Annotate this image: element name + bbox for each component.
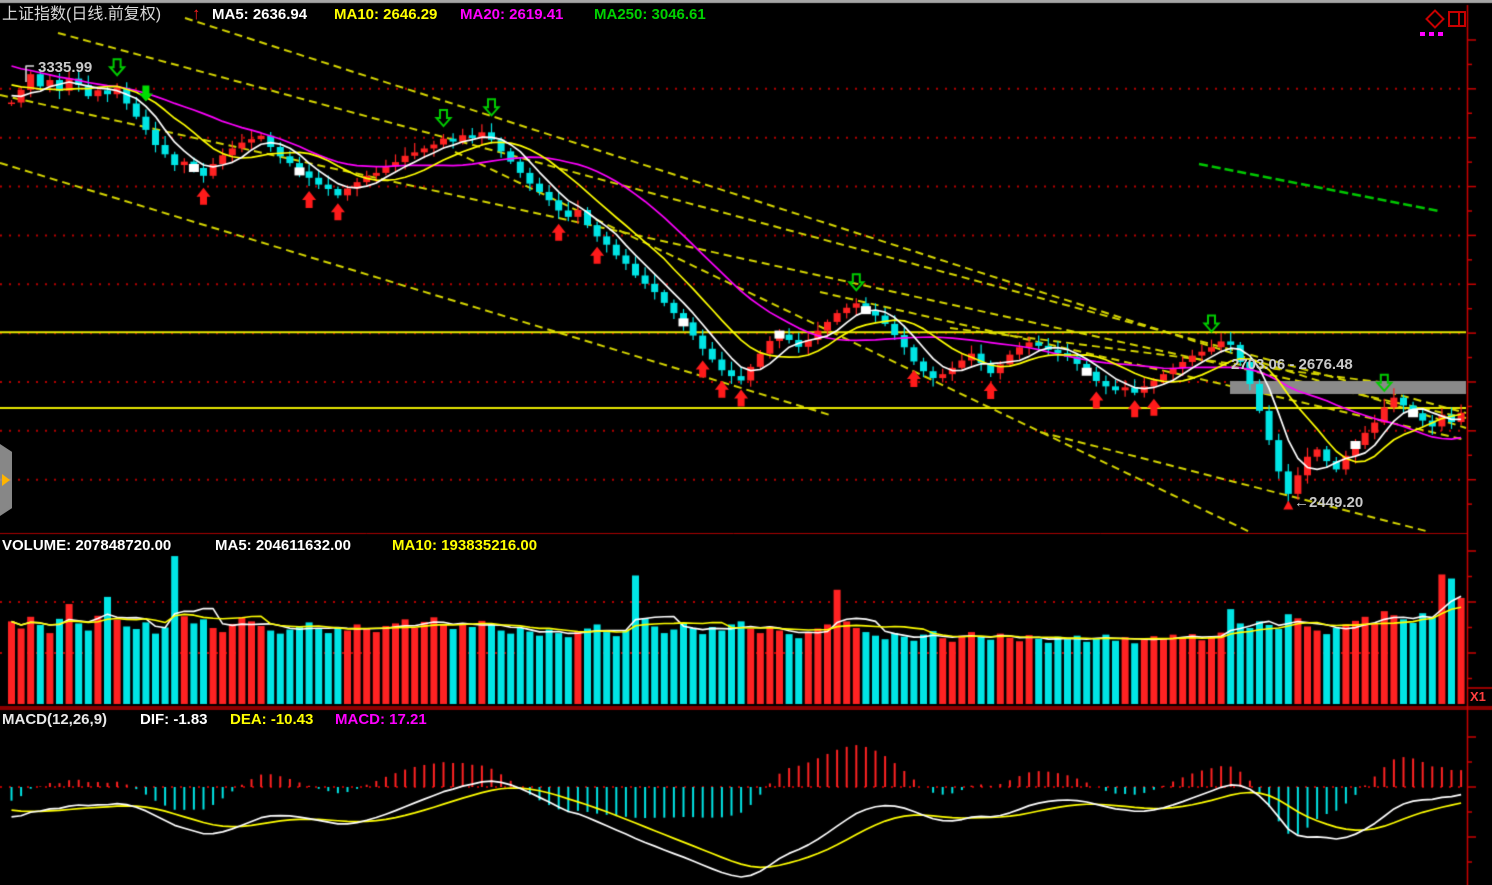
dea-value: DEA: -10.43 [230, 711, 314, 728]
macd-value: MACD: 17.21 [335, 711, 427, 728]
window-split-icon[interactable] [1448, 11, 1466, 27]
expander-arrow-icon [2, 474, 10, 486]
ma20-value: MA20: 2619.41 [460, 6, 564, 23]
macd-params-label: MACD(12,26,9) [2, 711, 108, 728]
price-up-arrow-icon: ↑ [192, 4, 201, 23]
volume-ma10-value: MA10: 193835216.00 [392, 537, 538, 554]
low-price-value: 2449.20 [1309, 494, 1364, 511]
ma10-value: MA10: 2646.29 [334, 6, 438, 23]
volume-ma5-value: MA5: 204611632.00 [215, 537, 351, 554]
range-annotation: 2703.06 - 2676.48 [1231, 356, 1353, 373]
low-price-annotation: ←2449.20 [1294, 494, 1364, 512]
volume-value: VOLUME: 207848720.00 [2, 537, 172, 554]
dots-icon [1420, 32, 1443, 36]
scale-multiplier-label[interactable]: X1 [1470, 689, 1486, 704]
ma250-value: MA250: 3046.61 [594, 6, 706, 23]
dif-value: DIF: -1.83 [140, 711, 208, 728]
low-pointer-icon: ← [1294, 494, 1309, 511]
instrument-title: 上证指数(日线.前复权) [2, 6, 162, 23]
ma5-value: MA5: 2636.94 [212, 6, 308, 23]
panel-expander-handle[interactable] [0, 444, 12, 516]
high-price-annotation: 3335.99 [38, 59, 93, 76]
